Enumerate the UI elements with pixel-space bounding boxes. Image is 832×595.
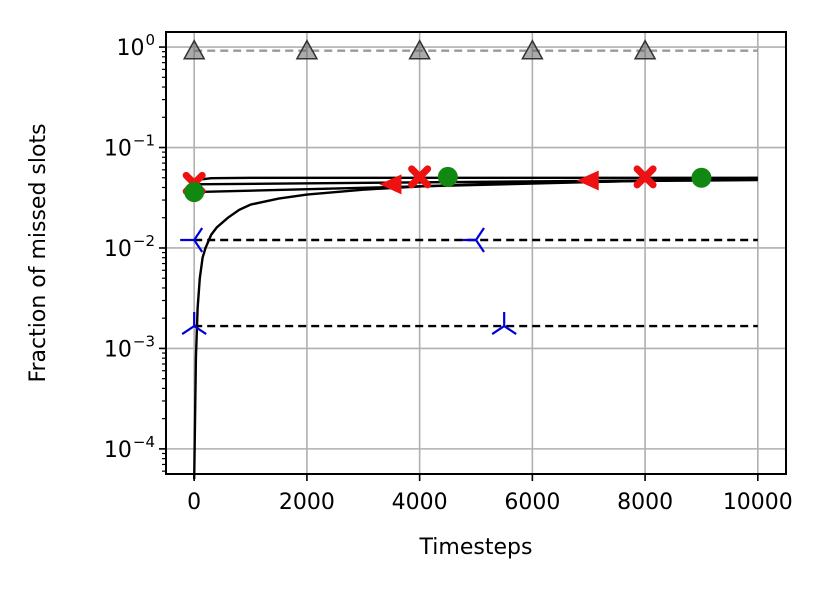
marker-series-3	[184, 182, 205, 203]
y-tick-label: 10	[116, 36, 144, 61]
series-line-4	[193, 178, 758, 480]
series-lines	[193, 49, 758, 480]
y-tick-label: 10	[104, 237, 132, 262]
y-tick-exponent: 0	[145, 31, 155, 49]
y-tick-exponent: −2	[133, 232, 155, 250]
marker-series-1	[408, 165, 432, 189]
marker-series-3	[437, 166, 458, 187]
marker-series-1	[633, 165, 657, 189]
y-tick-label: 10	[104, 137, 132, 162]
y-tick-exponent: −3	[133, 332, 155, 350]
marker-series-6	[181, 312, 207, 335]
x-tick-label: 8000	[617, 490, 673, 515]
y-tick-label: 10	[104, 438, 132, 463]
marker-series-0	[295, 39, 319, 60]
x-tick-label: 4000	[392, 490, 448, 515]
y-tick-exponent: −1	[133, 132, 155, 150]
marker-series-2	[379, 174, 402, 195]
grid	[166, 32, 786, 474]
marker-series-0	[521, 39, 544, 60]
y-axis-label: Fraction of missed slots	[26, 123, 51, 382]
marker-series-6	[491, 312, 517, 335]
marker-series-2	[576, 170, 599, 191]
y-tick-exponent: −4	[133, 433, 155, 451]
x-tick-label: 6000	[504, 490, 560, 515]
y-axis-ticks: 010−110−210−310−410	[104, 31, 166, 472]
series-markers	[180, 39, 712, 335]
marker-series-0	[633, 39, 657, 60]
y-tick-label: 10	[104, 337, 132, 362]
x-axis-ticks: 0 2000 4000 6000 8000 10000	[187, 474, 793, 515]
marker-series-0	[182, 39, 206, 60]
marker-series-3	[691, 167, 712, 188]
marker-series-5	[180, 227, 204, 253]
x-tick-label: 10000	[723, 490, 793, 515]
x-tick-label: 2000	[279, 490, 335, 515]
plot-frame	[165, 31, 787, 475]
marker-series-0	[408, 39, 431, 60]
x-axis-label: Timesteps	[419, 535, 533, 560]
marker-series-5	[462, 227, 485, 253]
x-tick-label: 0	[187, 490, 201, 515]
